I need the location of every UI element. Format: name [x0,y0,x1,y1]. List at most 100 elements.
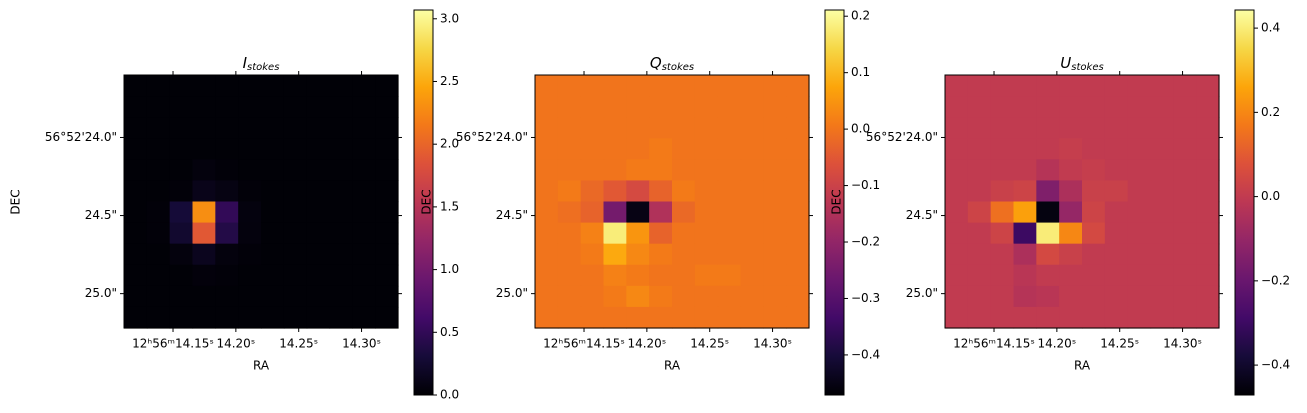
heatmap-cell [740,75,764,97]
heatmap-cell [215,117,239,139]
heatmap-cell [649,96,673,118]
heatmap-cell [352,285,376,308]
heatmap-cell [352,117,376,139]
heatmap-cell [967,159,992,182]
heatmap-cell [215,96,239,118]
heatmap-cell [1173,201,1197,224]
heatmap-cell [1013,159,1037,182]
heatmap-cell [329,138,353,160]
heatmap-cell [1150,138,1174,160]
heatmap-cell [215,159,239,182]
heatmap-cell [763,159,787,182]
heatmap-cell [717,138,742,160]
heatmap-cell [580,243,605,266]
heatmap-cell [580,201,605,224]
heatmap-cell [990,159,1015,182]
heatmap-cell [945,201,969,224]
heatmap-cell [763,180,787,203]
heatmap-cell [192,75,216,97]
heatmap-cell [535,306,559,329]
heatmap-cell [238,201,262,224]
x-tick-label: 14.30ˢ [753,337,792,351]
heatmap-cell [215,285,239,308]
heatmap-cell [763,96,787,118]
heatmap-cell [557,138,582,160]
title-main: Q [650,54,662,72]
heatmap-cell [1013,180,1037,203]
heatmap-cell [786,306,810,329]
heatmap-cell [967,243,992,266]
heatmap-cell [672,117,696,139]
heatmap-cell [1082,264,1106,287]
heatmap-cell [124,243,148,266]
heatmap-cell [1104,222,1129,245]
heatmap-cell [283,264,308,287]
heatmap-cell [786,138,810,160]
heatmap-cell [1196,201,1220,224]
heatmap-cell [535,159,559,182]
heatmap-cell [238,96,262,118]
heatmap-cell [124,306,148,329]
heatmap-cell [329,180,353,203]
heatmap-cell [124,264,148,287]
heatmap-cell [649,306,673,329]
heatmap-cell [1059,117,1083,139]
colorbar-tick-label: 0.0 [851,122,870,136]
heatmap-cell [786,96,810,118]
title-subscript: stokes [247,62,279,73]
heatmap-cell [557,264,582,287]
y-tick-label: 24.5" [85,208,117,222]
heatmap-cell [1036,117,1060,139]
heatmap-cell [1036,96,1060,118]
heatmap-cell [1013,306,1037,329]
heatmap-cell [717,306,742,329]
heatmap-cell [1104,264,1129,287]
heatmap-cell [1127,243,1152,266]
heatmap-cell [169,285,194,308]
x-axis-label: RA [1074,359,1091,373]
heatmap-cell [535,243,559,266]
heatmap-cell [786,222,810,245]
x-tick-label: 12ʰ56ᵐ14.15ˢ [953,337,1035,351]
heatmap-cell [1104,285,1129,308]
heatmap-cell [1150,117,1174,139]
heatmap-cell [146,306,171,329]
heatmap-cell [352,96,376,118]
heatmap-cell [1150,222,1174,245]
heatmap-cell [375,117,399,139]
heatmap-cell [1127,180,1152,203]
heatmap-cell [1173,306,1197,329]
heatmap-cell [603,285,627,308]
heatmap-cell [990,243,1015,266]
colorbar-tick-label: 0.1 [851,65,870,79]
heatmap-cell [329,159,353,182]
heatmap-cell [1082,201,1106,224]
heatmap-cell [352,243,376,266]
heatmap-cell [626,285,650,308]
colorbar-tick-label: −0.2 [1261,273,1290,287]
heatmap-cell [1104,138,1129,160]
heatmap-cell [740,243,764,266]
heatmap-cell [375,138,399,160]
heatmap-cell [580,222,605,245]
heatmap-cell [146,222,171,245]
heatmap-cell [352,180,376,203]
heatmap-cell [306,180,331,203]
heatmap-cell [169,306,194,329]
heatmap-cell [786,159,810,182]
heatmap-cell [990,264,1015,287]
heatmap-cell [1013,264,1037,287]
heatmap-cell [740,117,764,139]
heatmap-cell [557,180,582,203]
title-main: I [243,54,248,72]
colorbar-tick-label: 0.0 [440,388,459,402]
heatmap-cell [603,159,627,182]
heatmap-cell [1127,285,1152,308]
heatmap-cell [375,75,399,97]
heatmap-cell [169,264,194,287]
heatmap-cell [557,201,582,224]
heatmap-cell [283,243,308,266]
heatmap-cell [352,222,376,245]
heatmap-cell [1082,180,1106,203]
heatmap-cell [603,75,627,97]
